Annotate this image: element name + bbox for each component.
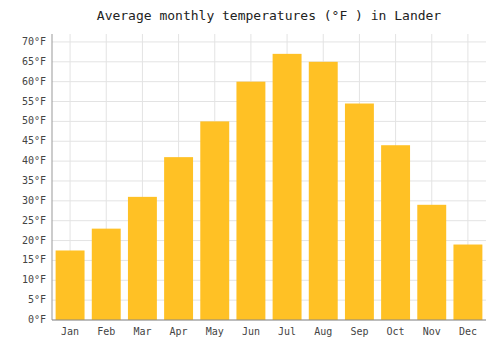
x-axis-line: [52, 320, 486, 321]
y-tick-label: 10°F: [22, 274, 46, 285]
y-tick-label: 35°F: [22, 175, 46, 186]
grid: [52, 34, 486, 320]
bar: [309, 62, 338, 320]
x-tick-label: Jun: [242, 326, 260, 337]
y-grid-line: [52, 61, 486, 62]
bar: [381, 145, 410, 320]
x-tick-label: Apr: [170, 326, 188, 337]
x-tick-label: May: [206, 326, 224, 337]
y-tick-label: 70°F: [22, 36, 46, 47]
y-axis-line: [52, 34, 53, 320]
chart: 0°F 5°F 10°F 15°F 20°F 25°F 30°F 35°F 40°F 45°F 50…: [0, 0, 500, 350]
x-tick-label: Mar: [133, 326, 151, 337]
x-tick-label: Jan: [61, 326, 79, 337]
y-tick-label: 20°F: [22, 235, 46, 246]
bar: [417, 205, 446, 320]
y-grid-line: [52, 121, 486, 122]
y-grid-line: [52, 41, 486, 42]
y-tick-label: 65°F: [22, 56, 46, 67]
x-tick-label: Jul: [278, 326, 296, 337]
y-grid-line: [52, 141, 486, 142]
y-tick-label: 50°F: [22, 115, 46, 126]
y-grid-line: [52, 200, 486, 201]
x-tick-label: Oct: [387, 326, 405, 337]
y-tick-label: 25°F: [22, 215, 46, 226]
y-tick-label: 55°F: [22, 96, 46, 107]
x-tick-label: Feb: [97, 326, 115, 337]
x-tick-label: Nov: [423, 326, 441, 337]
y-tick-label: 30°F: [22, 195, 46, 206]
y-tick-labels: 0°F 5°F 10°F 15°F 20°F 25°F 30°F 35°F 40°F 45°F 50…: [22, 36, 46, 325]
y-tick-label: 40°F: [22, 155, 46, 166]
title: Average monthly temperatures (°F ) in La…: [97, 8, 442, 23]
bar: [56, 250, 85, 320]
bar: [236, 82, 265, 320]
bar: [273, 54, 302, 320]
bar: [453, 245, 482, 320]
bar: [128, 197, 157, 320]
y-grid-line: [52, 81, 486, 82]
y-tick-label: 15°F: [22, 254, 46, 265]
y-tick-label: 5°F: [28, 294, 46, 305]
y-grid-line: [52, 161, 486, 162]
bar: [164, 157, 193, 320]
bars: [56, 54, 483, 320]
x-tick-label: Dec: [459, 326, 477, 337]
y-grid-line: [52, 180, 486, 181]
bar: [345, 104, 374, 320]
y-grid-line: [52, 320, 486, 321]
chart-holder: 0°F 5°F 10°F 15°F 20°F 25°F 30°F 35°F 40°F 45°F 50…: [0, 0, 500, 350]
bar: [200, 121, 229, 320]
x-tick-label: Sep: [350, 326, 368, 337]
x-tick-labels: Jan Feb Mar Apr May Jun Jul Aug Sep Oct Nov Dec: [61, 326, 477, 337]
y-tick-label: 60°F: [22, 76, 46, 87]
y-grid-line: [52, 101, 486, 102]
y-tick-label: 45°F: [22, 135, 46, 146]
page: {"chart_data": {"type": "bar", "title": …: [0, 0, 500, 350]
x-tick-label: Aug: [314, 326, 332, 337]
y-tick-label: 0°F: [28, 314, 46, 325]
bar: [92, 229, 121, 320]
